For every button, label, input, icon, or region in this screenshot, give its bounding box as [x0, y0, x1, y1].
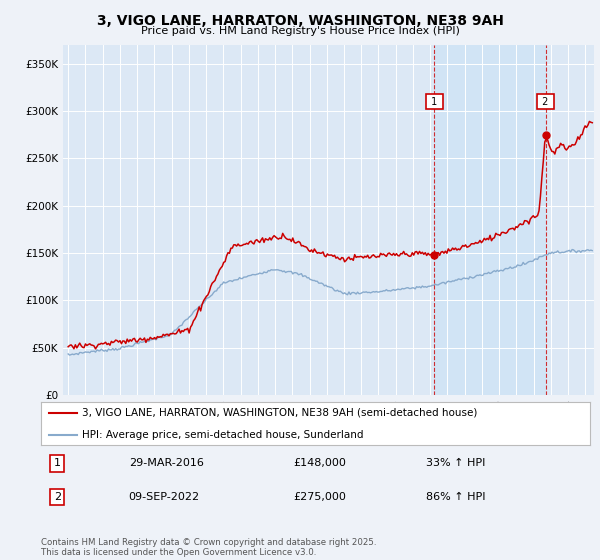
Text: 1: 1 — [428, 96, 440, 106]
Text: 09-SEP-2022: 09-SEP-2022 — [129, 492, 200, 502]
Text: £275,000: £275,000 — [293, 492, 346, 502]
Text: 3, VIGO LANE, HARRATON, WASHINGTON, NE38 9AH: 3, VIGO LANE, HARRATON, WASHINGTON, NE38… — [97, 14, 503, 28]
Text: 2: 2 — [539, 96, 552, 106]
Text: HPI: Average price, semi-detached house, Sunderland: HPI: Average price, semi-detached house,… — [82, 430, 364, 440]
Text: Price paid vs. HM Land Registry's House Price Index (HPI): Price paid vs. HM Land Registry's House … — [140, 26, 460, 36]
Text: 3, VIGO LANE, HARRATON, WASHINGTON, NE38 9AH (semi-detached house): 3, VIGO LANE, HARRATON, WASHINGTON, NE38… — [82, 408, 478, 418]
Text: 29-MAR-2016: 29-MAR-2016 — [129, 459, 203, 468]
Text: 2: 2 — [54, 492, 61, 502]
Text: Contains HM Land Registry data © Crown copyright and database right 2025.
This d: Contains HM Land Registry data © Crown c… — [41, 538, 376, 557]
Text: 33% ↑ HPI: 33% ↑ HPI — [425, 459, 485, 468]
Text: 86% ↑ HPI: 86% ↑ HPI — [425, 492, 485, 502]
Bar — [434, 45, 545, 395]
Text: £148,000: £148,000 — [293, 459, 346, 468]
Text: 1: 1 — [54, 459, 61, 468]
